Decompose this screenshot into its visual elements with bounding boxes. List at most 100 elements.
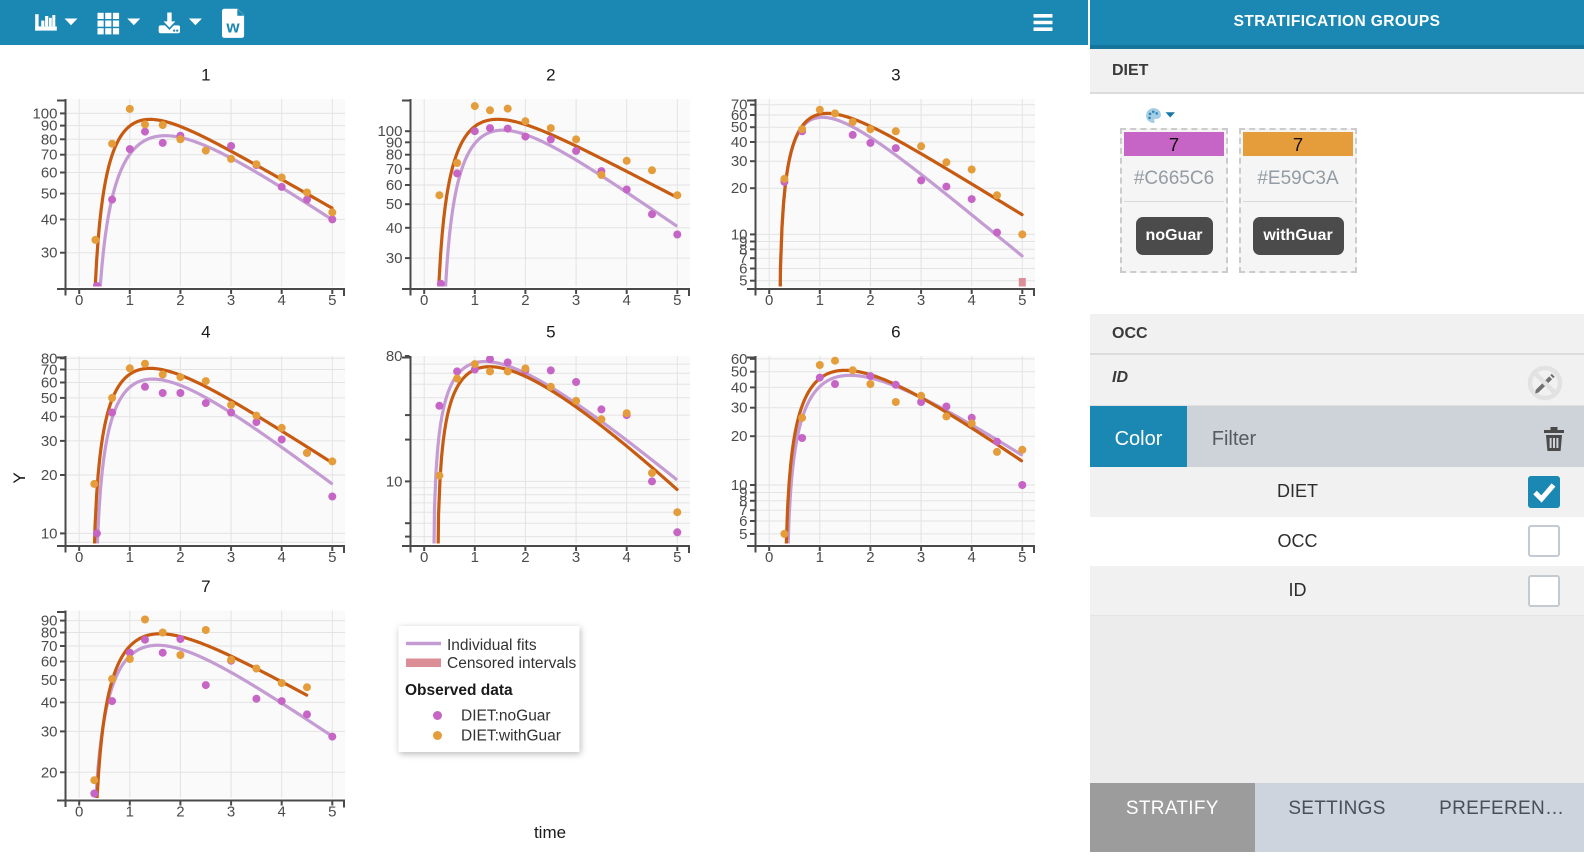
svg-text:30: 30: [731, 400, 748, 417]
svg-text:Observed data: Observed data: [405, 682, 513, 699]
svg-text:9: 9: [739, 234, 747, 251]
svg-text:40: 40: [41, 694, 58, 711]
svg-text:0: 0: [420, 292, 428, 309]
svg-text:5: 5: [328, 549, 336, 566]
svg-text:3: 3: [227, 549, 235, 566]
svg-text:0: 0: [75, 549, 83, 566]
svg-text:1: 1: [126, 549, 134, 566]
svg-text:80: 80: [41, 350, 58, 367]
svg-text:100: 100: [32, 105, 57, 122]
svg-text:6: 6: [739, 513, 747, 530]
svg-text:4: 4: [968, 292, 976, 309]
svg-text:90: 90: [386, 134, 403, 151]
svg-text:1: 1: [126, 292, 134, 309]
svg-text:50: 50: [41, 390, 58, 407]
svg-text:4: 4: [201, 323, 210, 342]
svg-text:5: 5: [739, 273, 747, 290]
svg-text:Y: Y: [10, 472, 29, 483]
svg-text:20: 20: [41, 467, 58, 484]
svg-text:20: 20: [731, 428, 748, 445]
svg-text:70: 70: [731, 97, 748, 114]
svg-text:5: 5: [739, 526, 747, 543]
svg-text:Censored intervals: Censored intervals: [447, 655, 576, 672]
svg-text:2: 2: [866, 549, 874, 566]
svg-text:3: 3: [227, 292, 235, 309]
svg-text:60: 60: [386, 177, 403, 194]
svg-text:4: 4: [278, 549, 286, 566]
svg-text:40: 40: [731, 134, 748, 151]
svg-text:80: 80: [386, 348, 403, 365]
svg-text:50: 50: [731, 364, 748, 381]
svg-text:4: 4: [278, 804, 286, 821]
svg-text:40: 40: [731, 379, 748, 396]
svg-text:30: 30: [41, 723, 58, 740]
svg-text:2: 2: [521, 549, 529, 566]
svg-text:8: 8: [739, 493, 747, 510]
svg-text:2: 2: [176, 804, 184, 821]
svg-text:50: 50: [386, 196, 403, 213]
svg-text:DIET:noGuar: DIET:noGuar: [461, 708, 551, 725]
svg-text:60: 60: [731, 107, 748, 124]
svg-text:80: 80: [41, 625, 58, 642]
svg-text:2: 2: [546, 66, 555, 85]
svg-text:60: 60: [41, 654, 58, 671]
svg-text:30: 30: [386, 250, 403, 267]
svg-text:6: 6: [739, 261, 747, 278]
svg-text:60: 60: [731, 351, 748, 368]
svg-text:10: 10: [41, 525, 58, 542]
svg-text:4: 4: [278, 292, 286, 309]
svg-text:Individual fits: Individual fits: [447, 637, 537, 654]
svg-text:w: w: [225, 18, 240, 37]
svg-text:9: 9: [739, 485, 747, 502]
svg-text:4: 4: [623, 549, 631, 566]
svg-text:80: 80: [386, 147, 403, 164]
svg-text:100: 100: [377, 123, 402, 140]
svg-text:1: 1: [816, 549, 824, 566]
svg-text:50: 50: [41, 186, 58, 203]
svg-text:1: 1: [471, 549, 479, 566]
svg-text:30: 30: [41, 433, 58, 450]
svg-text:3: 3: [572, 292, 580, 309]
svg-text:1: 1: [816, 292, 824, 309]
svg-text:DIET:withGuar: DIET:withGuar: [461, 728, 561, 745]
svg-text:60: 60: [41, 165, 58, 182]
svg-text:1: 1: [126, 804, 134, 821]
svg-text:3: 3: [917, 549, 925, 566]
svg-text:0: 0: [765, 292, 773, 309]
svg-text:2: 2: [866, 292, 874, 309]
svg-text:5: 5: [328, 292, 336, 309]
svg-text:3: 3: [891, 66, 900, 85]
svg-text:6: 6: [891, 323, 900, 342]
svg-text:0: 0: [765, 549, 773, 566]
svg-text:70: 70: [41, 147, 58, 164]
svg-text:8: 8: [739, 241, 747, 258]
svg-text:50: 50: [41, 672, 58, 689]
svg-text:40: 40: [41, 409, 58, 426]
svg-text:30: 30: [41, 245, 58, 262]
svg-text:5: 5: [1018, 549, 1026, 566]
svg-text:70: 70: [41, 638, 58, 655]
svg-text:30: 30: [731, 153, 748, 170]
svg-text:5: 5: [328, 804, 336, 821]
svg-text:5: 5: [673, 549, 681, 566]
svg-text:time: time: [534, 823, 566, 842]
svg-text:90: 90: [41, 118, 58, 135]
svg-text:20: 20: [731, 180, 748, 197]
svg-text:5: 5: [1018, 292, 1026, 309]
svg-text:90: 90: [41, 613, 58, 630]
svg-text:3: 3: [572, 549, 580, 566]
svg-text:0: 0: [75, 804, 83, 821]
svg-text:7: 7: [739, 502, 747, 519]
svg-text:5: 5: [673, 292, 681, 309]
svg-text:2: 2: [176, 549, 184, 566]
svg-text:3: 3: [227, 804, 235, 821]
svg-text:4: 4: [623, 292, 631, 309]
svg-text:4: 4: [968, 549, 976, 566]
svg-text:3: 3: [917, 292, 925, 309]
svg-text:1: 1: [471, 292, 479, 309]
svg-text:10: 10: [731, 226, 748, 243]
svg-text:40: 40: [41, 211, 58, 228]
svg-text:10: 10: [386, 473, 403, 490]
svg-text:20: 20: [41, 764, 58, 781]
svg-text:0: 0: [75, 292, 83, 309]
